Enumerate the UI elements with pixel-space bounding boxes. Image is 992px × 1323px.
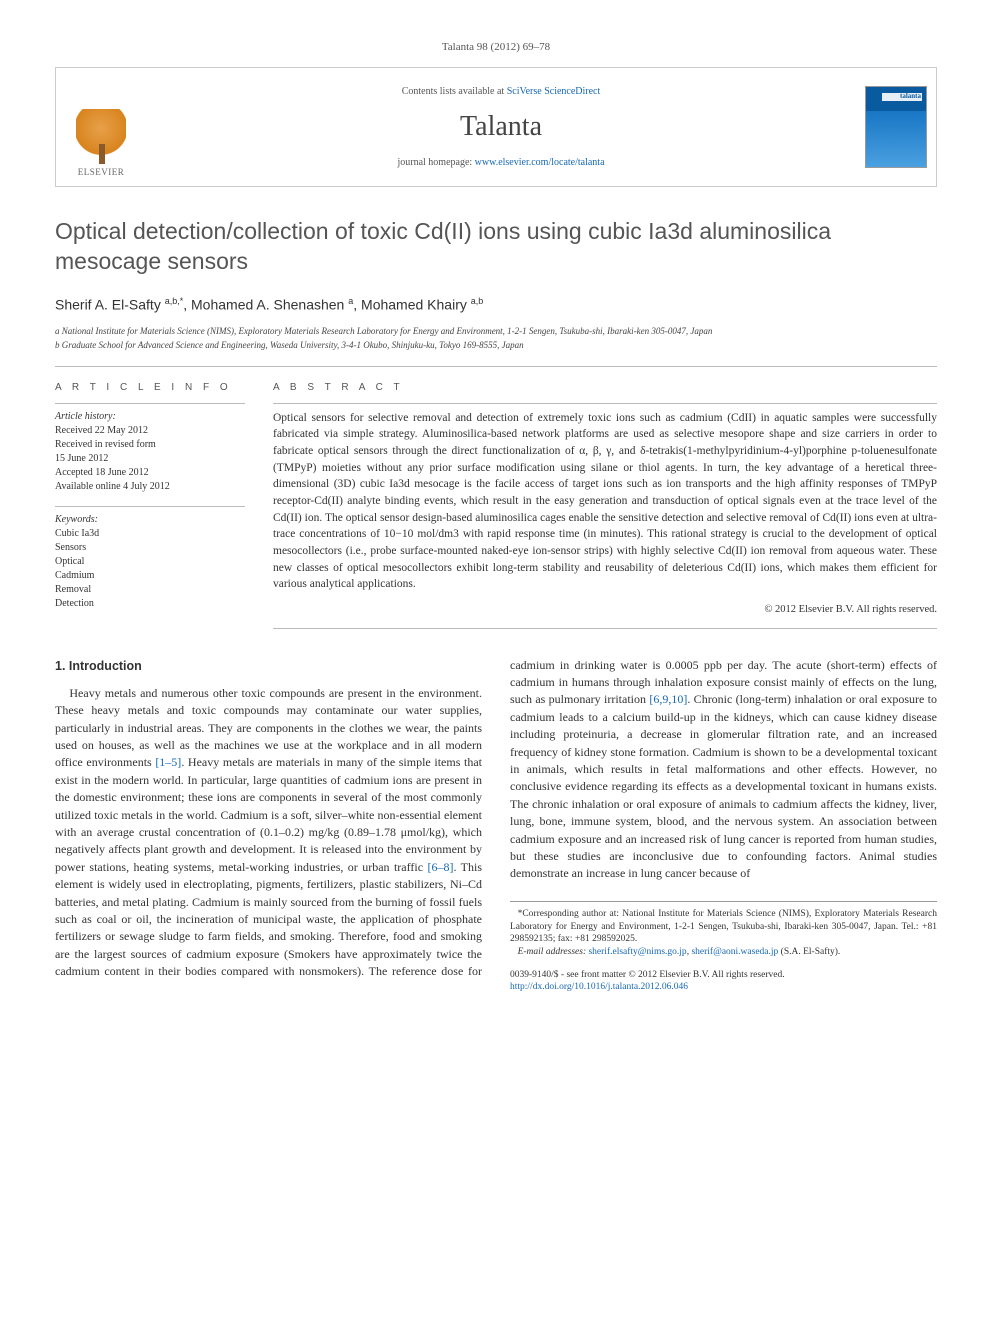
keyword-1: Sensors [55, 542, 86, 553]
keyword-3: Cadmium [55, 570, 94, 581]
authors-line: Sherif A. El-Safty a,b,*, Mohamed A. She… [55, 295, 937, 315]
para2-b: . Chronic (long-term) inhalation or oral… [510, 692, 937, 880]
keyword-4: Removal [55, 584, 91, 595]
article-title: Optical detection/collection of toxic Cd… [55, 217, 937, 277]
email-line: E-mail addresses: sherif.elsafty@nims.go… [510, 946, 937, 959]
keywords-label: Keywords: [55, 514, 98, 525]
divider-top [55, 366, 937, 367]
elsevier-logo-text: ELSEVIER [78, 166, 125, 179]
email-label: E-mail addresses: [518, 947, 589, 957]
keyword-0: Cubic Ia3d [55, 528, 99, 539]
history-label: Article history: [55, 411, 116, 422]
article-history-block: Article history: Received 22 May 2012 Re… [55, 403, 245, 494]
citation-link-6-9-10[interactable]: [6,9,10] [649, 692, 687, 706]
keyword-5: Detection [55, 598, 94, 609]
email-link-2[interactable]: sherif@aoni.waseda.jp [691, 947, 778, 957]
email-link-1[interactable]: sherif.elsafty@nims.go.jp [588, 947, 686, 957]
journal-cover-thumbnail: talanta [865, 86, 927, 168]
keywords-block: Keywords: Cubic Ia3d Sensors Optical Cad… [55, 506, 245, 611]
citation-link-1-5[interactable]: [1–5] [155, 755, 181, 769]
abstract-text: Optical sensors for selective removal an… [273, 403, 937, 593]
journal-name: Talanta [156, 107, 846, 146]
email-suffix: (S.A. El-Safty). [778, 947, 840, 957]
citation-link-6-8[interactable]: [6–8] [427, 860, 453, 874]
para1-b: . Heavy metals are materials in many of … [55, 755, 482, 873]
history-line-4: Available online 4 July 2012 [55, 481, 170, 492]
doi-link[interactable]: http://dx.doi.org/10.1016/j.talanta.2012… [510, 982, 688, 992]
history-line-0: Received 22 May 2012 [55, 425, 148, 436]
article-info-heading: A R T I C L E I N F O [55, 381, 245, 395]
sciencedirect-link[interactable]: SciVerse ScienceDirect [507, 86, 601, 97]
header-citation: Talanta 98 (2012) 69–78 [55, 40, 937, 55]
issn-line: 0039-9140/$ - see front matter © 2012 El… [510, 969, 937, 981]
cover-label: talanta [900, 92, 921, 102]
abstract-end-rule [273, 628, 937, 629]
history-line-2: 15 June 2012 [55, 453, 108, 464]
journal-homepage-link[interactable]: www.elsevier.com/locate/talanta [475, 157, 605, 168]
contents-prefix: Contents lists available at [402, 86, 507, 97]
article-info-panel: A R T I C L E I N F O Article history: R… [55, 381, 245, 629]
publisher-logo-area: ELSEVIER [56, 68, 146, 186]
contents-line: Contents lists available at SciVerse Sci… [156, 85, 846, 99]
abstract-panel: A B S T R A C T Optical sensors for sele… [273, 381, 937, 629]
banner-center: Contents lists available at SciVerse Sci… [146, 68, 856, 186]
body-columns: 1. Introduction Heavy metals and numerou… [55, 657, 937, 994]
elsevier-logo: ELSEVIER [66, 98, 136, 178]
abstract-copyright: © 2012 Elsevier B.V. All rights reserved… [273, 603, 937, 618]
corresponding-author-note: *Corresponding author at: National Insti… [510, 908, 937, 946]
history-line-3: Accepted 18 June 2012 [55, 467, 149, 478]
doi-block: 0039-9140/$ - see front matter © 2012 El… [510, 969, 937, 994]
footnotes-block: *Corresponding author at: National Insti… [510, 901, 937, 959]
affiliation-b: b Graduate School for Advanced Science a… [55, 339, 937, 352]
affiliations: a National Institute for Materials Scien… [55, 325, 937, 351]
affiliation-a: a National Institute for Materials Scien… [55, 325, 937, 338]
homepage-prefix: journal homepage: [397, 157, 474, 168]
homepage-line: journal homepage: www.elsevier.com/locat… [156, 156, 846, 170]
abstract-heading: A B S T R A C T [273, 381, 937, 395]
journal-cover-area: talanta [856, 68, 936, 186]
elsevier-tree-icon [76, 109, 126, 164]
journal-banner: ELSEVIER Contents lists available at Sci… [55, 67, 937, 187]
history-line-1: Received in revised form [55, 439, 156, 450]
section-heading-introduction: 1. Introduction [55, 657, 482, 675]
keyword-2: Optical [55, 556, 84, 567]
